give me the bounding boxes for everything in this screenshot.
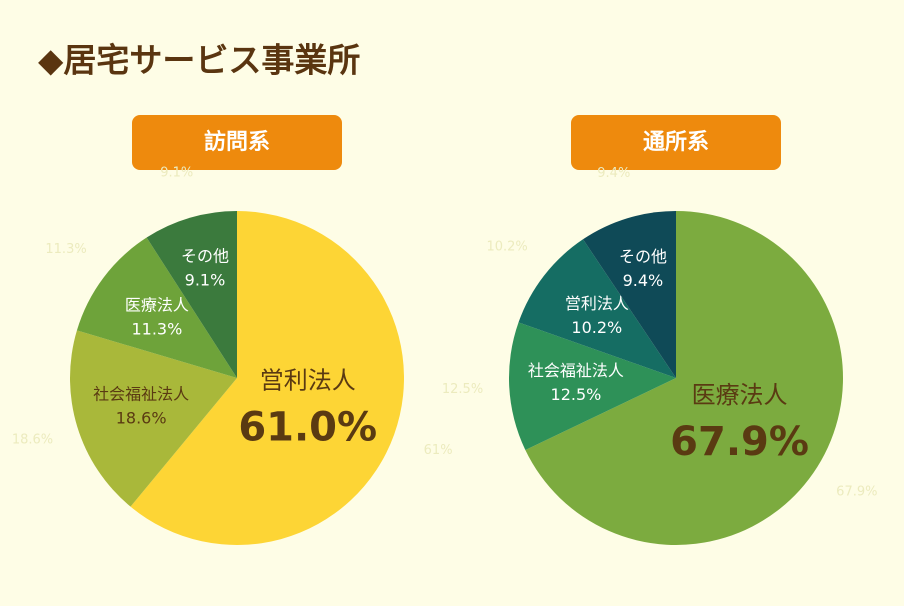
slice-value: 61.0%: [238, 404, 377, 450]
slice-label: 社会福祉法人: [528, 361, 624, 380]
slice-label: その他: [619, 247, 667, 266]
slice-label: 社会福祉法人: [93, 385, 189, 404]
slice-value: 12.5%: [551, 385, 602, 404]
pie-title: 通所系: [643, 130, 709, 155]
slice-label: 医療法人: [125, 295, 189, 314]
outer-label: 61%: [424, 443, 453, 458]
pie-slice: [76, 237, 237, 378]
slice-label: その他: [181, 247, 229, 266]
slice-label: 営利法人: [565, 294, 629, 313]
slice-value: 9.4%: [623, 271, 664, 290]
slice-value: 67.9%: [670, 419, 809, 465]
outer-label: 67.9%: [836, 484, 877, 499]
pie-slice: [518, 239, 676, 378]
slice-label: 営利法人: [260, 366, 356, 394]
pie-slice: [69, 330, 237, 507]
slice-label: 医療法人: [692, 381, 788, 409]
slice-value: 18.6%: [116, 409, 167, 428]
pie-slice: [525, 211, 844, 545]
outer-label: 12.5%: [442, 382, 483, 397]
pie-slice: [130, 211, 405, 545]
outer-label: 9.4%: [597, 166, 630, 181]
slice-value: 10.2%: [571, 318, 622, 337]
pie-slice: [508, 322, 676, 451]
outer-label: 9.1%: [160, 165, 193, 180]
page-title: ◆居宅サービス事業所: [38, 41, 360, 80]
header-pill: [132, 115, 342, 170]
outer-label: 18.6%: [12, 433, 53, 448]
pie-title: 訪問系: [204, 129, 270, 155]
outer-label: 11.3%: [45, 242, 86, 257]
pie-slice: [146, 211, 237, 378]
slice-value: 9.1%: [185, 271, 226, 290]
outer-label: 10.2%: [486, 239, 527, 254]
slice-value: 11.3%: [131, 319, 182, 338]
pie-slice: [583, 211, 676, 378]
header-pill: [571, 115, 781, 170]
